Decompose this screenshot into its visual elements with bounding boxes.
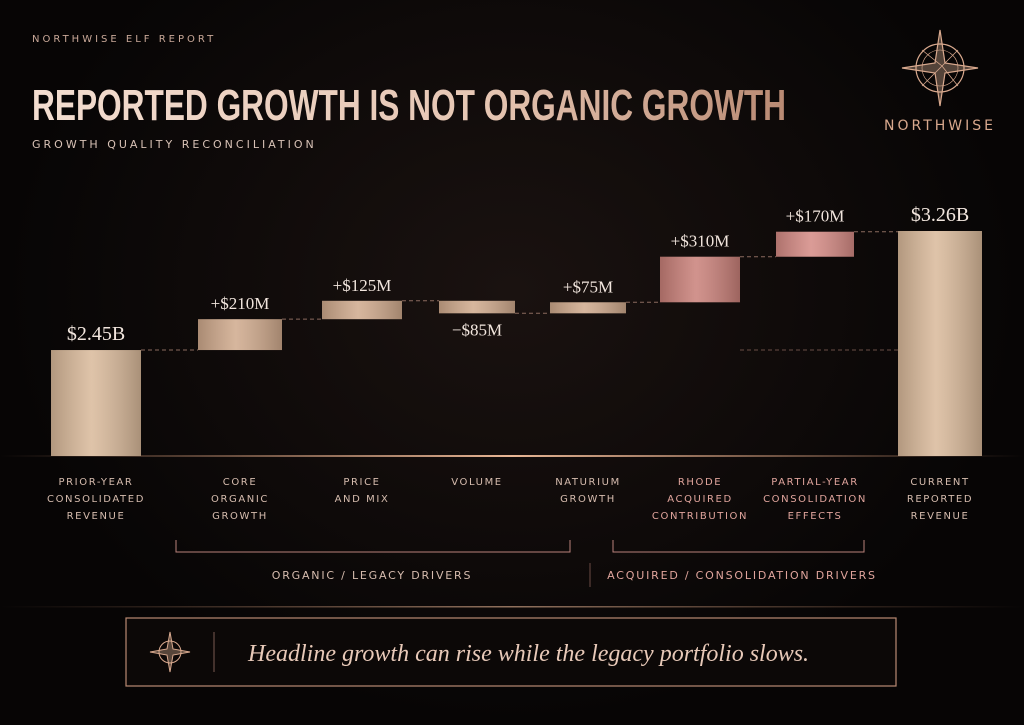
brand: NORTHWISE [884,118,996,134]
group-label: ORGANIC / LEGACY DRIVERS [272,569,473,582]
x-tick-label: PRICE AND MIX [334,477,390,505]
value-label: $2.45B [67,323,125,345]
bar-sheen [660,256,740,303]
kicker: NORTHWISE ELF REPORT [32,34,216,45]
callout-text: Headline growth can rise while the legac… [247,641,809,667]
callout-box [125,617,897,687]
x-tick-label: PRIOR-YEAR CONSOLIDATED REVENUE [47,477,145,522]
bar-sheen [898,231,982,456]
value-label: +$210M [211,294,270,313]
bar-sheen [322,300,402,320]
bar-sheen [776,231,854,257]
group-label: ACQUIRED / CONSOLIDATION DRIVERS [607,569,877,582]
logo [901,29,979,107]
subtitle: GROWTH QUALITY RECONCILIATION [32,138,317,151]
bar-sheen [550,302,626,314]
x-tick-label: CORE ORGANIC GROWTH [210,477,270,522]
value-label: $3.26B [911,204,969,226]
value-label: +$75M [563,277,613,296]
brackets [175,540,865,587]
title: REPORTED GROWTH IS NOT ORGANIC GROWTH [32,81,786,130]
x-tick-label: RHODE ACQUIRED CONTRIBUTION [651,477,749,522]
x-tick-label: VOLUME [451,477,503,488]
bar-sheen [198,319,282,351]
value-label: +$170M [786,207,845,226]
baseline [0,455,1024,457]
divider [0,606,1024,608]
x-tick-label: CURRENT REPORTED REVENUE [906,477,974,522]
callout-icon [149,631,191,673]
bar-sheen [51,350,141,456]
value-label: +$125M [333,276,392,295]
bar-sheen [439,300,515,314]
value-label: −$85M [452,320,502,339]
x-tick-label: PARTIAL-YEAR CONSOLIDATION EFFECTS [763,477,867,522]
x-tick-label: NATURIUM GROWTH [555,477,621,505]
value-label: +$310M [671,232,730,251]
